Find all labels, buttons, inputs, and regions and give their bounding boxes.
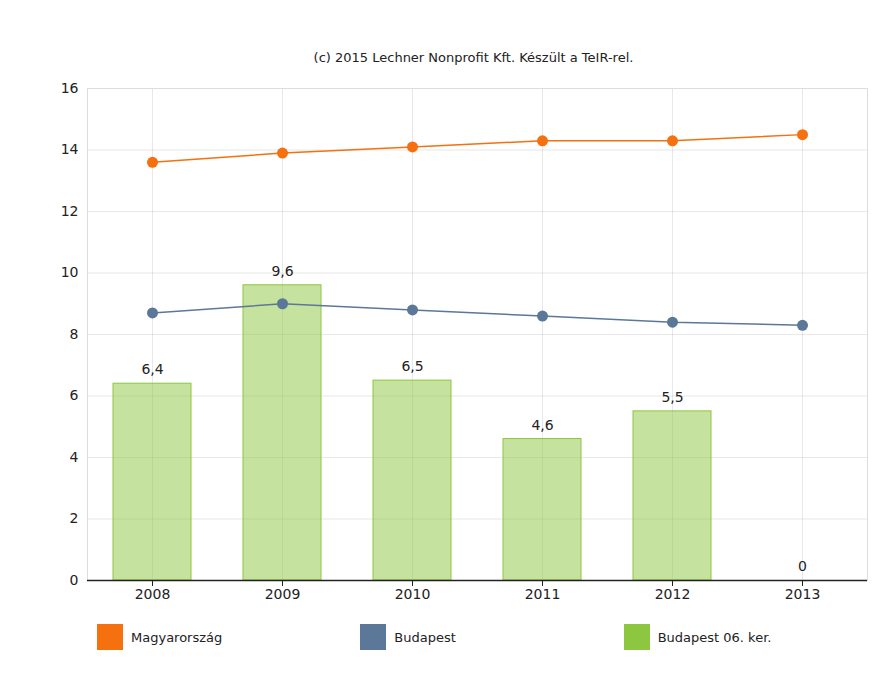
svg-text:6,5: 6,5 (401, 358, 423, 374)
svg-text:2009: 2009 (265, 586, 301, 602)
html-text:Budapest 06. ker.: Budapest 06. ker. (657, 629, 772, 645)
svg-text:0: 0 (70, 572, 79, 588)
svg-text:9,6: 9,6 (271, 263, 293, 279)
svg-text:4,6: 4,6 (531, 417, 553, 433)
svg-text:2011: 2011 (525, 586, 561, 602)
html-text:(c) 2015 Lechner Nonprofit Kft: (c) 2015 Lechner Nonprofit Kft. Készült … (313, 50, 634, 65)
svg-text:6,4: 6,4 (141, 361, 163, 377)
svg-text:2013: 2013 (785, 586, 821, 602)
html-text:Budapest: Budapest (394, 629, 456, 645)
svg-text:6: 6 (70, 387, 79, 403)
svg-text:2012: 2012 (655, 586, 691, 602)
html-text:Magyarország: Magyarország (131, 629, 223, 645)
svg-text:14: 14 (61, 141, 79, 157)
svg-text:4: 4 (70, 449, 79, 465)
svg-text:5,5: 5,5 (661, 389, 683, 405)
svg-text:2010: 2010 (395, 586, 431, 602)
svg-text:2008: 2008 (135, 586, 171, 602)
svg-text:2: 2 (70, 510, 79, 526)
svg-text:8: 8 (70, 326, 79, 342)
svg-text:16: 16 (61, 80, 79, 96)
svg-text:0: 0 (798, 558, 807, 574)
svg-text:12: 12 (61, 203, 79, 219)
svg-text:10: 10 (61, 264, 79, 280)
